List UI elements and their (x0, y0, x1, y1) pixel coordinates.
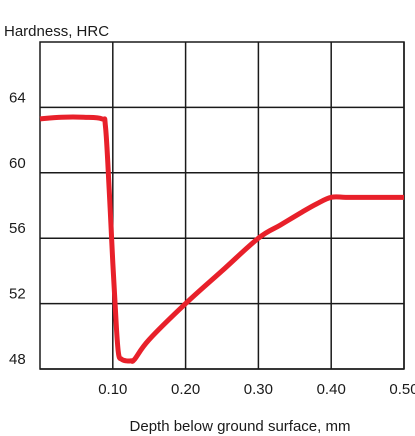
x-tick-label: 0.20 (171, 381, 200, 398)
grid (40, 42, 405, 370)
x-tick-labels: 0.10 0.20 0.30 0.40 0.50 (98, 381, 415, 398)
plot-frame (39, 41, 405, 370)
x-tick-label: 0.50 (389, 381, 415, 398)
y-axis-title: Hardness, HRC (4, 23, 109, 40)
x-axis-title: Depth below ground surface, mm (130, 418, 351, 435)
y-tick-label: 48 (9, 351, 26, 368)
series-layer (39, 114, 404, 364)
y-tick-label: 56 (9, 220, 26, 237)
y-tick-label: 64 (9, 89, 26, 106)
x-tick-label: 0.30 (244, 381, 273, 398)
x-tick-label: 0.40 (317, 381, 346, 398)
y-tick-label: 52 (9, 286, 26, 303)
x-tick-label: 0.10 (98, 381, 127, 398)
hardness-series-line (39, 114, 404, 364)
y-tick-label: 60 (9, 155, 26, 172)
y-tick-labels: 48 52 56 60 64 (9, 89, 26, 368)
